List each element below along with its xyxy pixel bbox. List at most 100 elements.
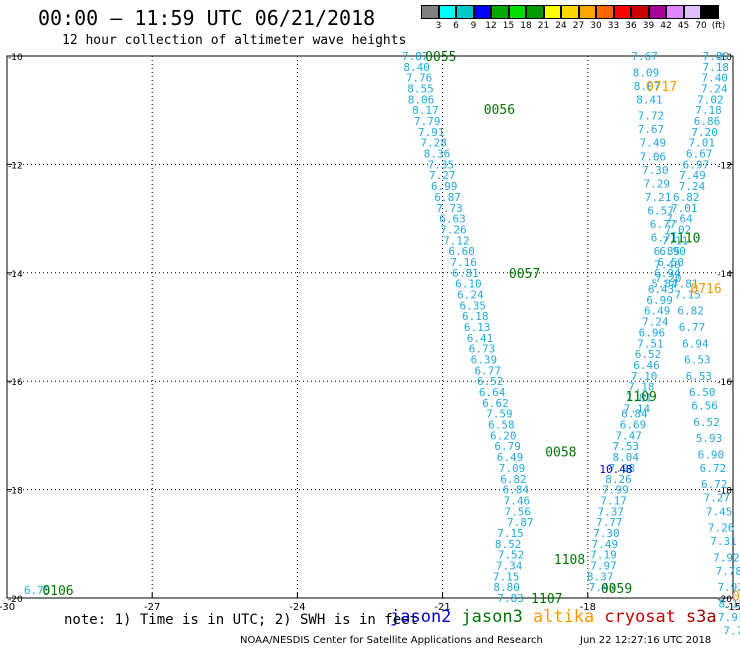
plot-frame xyxy=(6,55,734,599)
track-label: 0058 xyxy=(545,446,576,461)
colorbar-swatch xyxy=(561,5,579,19)
data-value: 7.27 xyxy=(703,492,730,505)
data-value: 7.24 xyxy=(679,180,706,193)
data-value: 7.40 xyxy=(654,259,681,272)
data-value: 10.48 xyxy=(599,463,632,476)
legend: jason2 jason3 altika cryosat s3a xyxy=(390,607,727,627)
data-value: 7.46 xyxy=(504,494,530,507)
data-value: 6.50 xyxy=(689,386,716,399)
data-value: 7.30 xyxy=(642,164,669,177)
data-value: 6.50 xyxy=(657,256,684,269)
chart-subtitle: 12 hour collection of altimeter wave hei… xyxy=(62,33,407,48)
data-value: 7.91 xyxy=(418,126,445,139)
data-value: 6.52 xyxy=(477,375,504,388)
data-value: 8.36 xyxy=(424,148,451,161)
colorbar-label: 33 xyxy=(607,21,620,31)
colorbar-label: 42 xyxy=(660,21,672,31)
x-tick-label: -24 xyxy=(289,602,305,613)
legend-entry: jason3 xyxy=(461,607,523,627)
data-value: 7.01 xyxy=(671,202,698,215)
colorbar-label: 39 xyxy=(642,21,655,31)
note-text: note: 1) Time is in UTC; 2) SWH is in fe… xyxy=(64,612,419,628)
track-label: 1109 xyxy=(626,390,657,405)
data-value: 8.41 xyxy=(636,93,663,106)
data-value: 7.79 xyxy=(414,115,441,128)
data-value: 6.49 xyxy=(644,305,671,318)
colorbar xyxy=(421,5,719,19)
data-value: 6.73 xyxy=(469,343,496,356)
track-label: 1110 xyxy=(669,232,700,247)
data-value: 6.77 xyxy=(475,364,502,377)
data-value: 7.72 xyxy=(638,110,665,123)
data-value: 8.26 xyxy=(605,473,632,486)
colorbar-swatch xyxy=(701,5,719,19)
data-value: 6.99 xyxy=(431,180,458,193)
track-label: 1108 xyxy=(554,553,585,568)
data-value: 7.81 xyxy=(626,391,653,404)
data-value: 6.56 xyxy=(691,400,718,413)
colorbar-swatch xyxy=(666,5,684,19)
data-value: 7.87 xyxy=(507,516,534,529)
colorbar-swatch xyxy=(456,5,474,19)
data-value: 7.97 xyxy=(590,559,617,572)
data-value: 7.30 xyxy=(593,527,620,540)
data-value: 6.64 xyxy=(479,386,506,399)
colorbar-label: 45 xyxy=(677,21,690,31)
data-value: 5.93 xyxy=(696,432,723,445)
colorbar-swatch xyxy=(613,5,631,19)
data-value: 6.20 xyxy=(490,429,516,442)
data-value: 7.77 xyxy=(596,516,623,529)
data-value: 7.47 xyxy=(615,429,642,442)
y-tick-label-right: -18 xyxy=(717,487,732,497)
colorbar-label: 70 xyxy=(695,21,707,31)
data-value: 6.43 xyxy=(648,283,675,296)
colorbar-label: 36 xyxy=(625,21,637,31)
data-value: 6.77 xyxy=(679,321,706,334)
data-value: 8.40 xyxy=(403,61,430,74)
data-value: 6.46 xyxy=(633,359,660,372)
data-value: 7.78 xyxy=(716,565,740,578)
data-value: 7.15 xyxy=(674,288,701,301)
colorbar-swatch xyxy=(543,5,561,19)
track-label: 0717 xyxy=(646,80,677,95)
legend-entry: altika xyxy=(532,607,595,627)
data-value: 8.17 xyxy=(412,104,439,117)
colorbar-swatch xyxy=(438,5,456,19)
data-value: 6.35 xyxy=(460,299,487,312)
data-value: 7.31 xyxy=(710,535,737,548)
colorbar-swatch xyxy=(683,5,701,19)
data-value: 6.10 xyxy=(455,278,482,291)
y-tick-label: -10 xyxy=(8,53,23,63)
y-tick-label-right: -10 xyxy=(717,53,732,63)
data-value: 6.85 xyxy=(654,245,681,258)
footer-credit: NOAA/NESDIS Center for Satellite Applica… xyxy=(240,635,543,646)
data-value: 7.49 xyxy=(592,538,619,551)
data-value: 7.26 xyxy=(440,223,467,236)
data-value: 7.87 xyxy=(402,50,429,63)
data-value: 8.09 xyxy=(633,66,660,79)
data-value: 6.62 xyxy=(482,397,509,410)
x-tick-label: -18 xyxy=(580,602,596,613)
data-value: 7.28 xyxy=(420,137,447,150)
data-value: 7.09 xyxy=(499,462,526,475)
data-value: 7.83 xyxy=(497,592,524,605)
data-value: 7.92 xyxy=(718,581,740,594)
data-value: 7.11 xyxy=(662,234,689,247)
colorbar-label: 27 xyxy=(572,21,585,31)
data-value: 7.15 xyxy=(497,527,524,540)
x-tick-label: -30 xyxy=(0,602,15,613)
colorbar-label: 18 xyxy=(520,21,532,31)
y-tick-label: -12 xyxy=(8,161,23,171)
data-value: 7.06 xyxy=(640,150,667,163)
data-value: 6.18 xyxy=(462,310,489,323)
y-tick-label-right: -14 xyxy=(717,270,732,280)
data-value: 7.92 xyxy=(713,551,740,564)
data-value: 7.43 xyxy=(589,581,616,594)
data-value: 6.84 xyxy=(503,484,530,497)
legend-entry: cryosat xyxy=(604,607,676,627)
data-value: 6.84 xyxy=(621,408,648,421)
data-value: 7.18 xyxy=(703,61,730,74)
data-value: 8.55 xyxy=(407,83,434,96)
data-value: 6.69 xyxy=(620,419,647,432)
colorbar-label: 30 xyxy=(590,21,602,31)
